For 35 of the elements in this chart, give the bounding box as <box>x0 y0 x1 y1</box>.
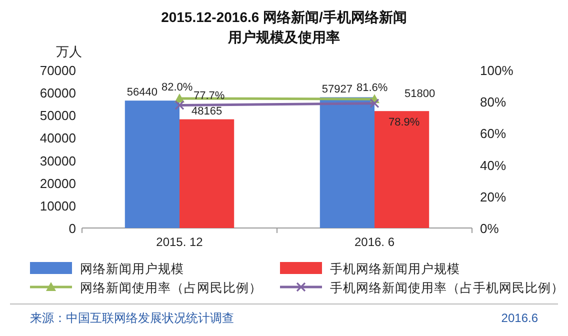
y2-tick-label: 80% <box>480 94 506 110</box>
y2-tick-label: 20% <box>480 189 506 204</box>
legend-label: 网络新闻用户规模 <box>80 262 184 276</box>
y-tick-label: 50000 <box>40 108 76 124</box>
data-label: 51800 <box>404 88 436 100</box>
source-note: 来源：中国互联网络发展状况统计调查 <box>30 311 234 325</box>
data-label: 56440 <box>126 86 158 99</box>
y2-tick-label: 60% <box>480 126 506 142</box>
data-label: 48165 <box>192 105 222 118</box>
y-tick-label: 30000 <box>40 153 76 168</box>
legend-label: 手机网络新闻使用率（占手机网民比例） <box>330 280 564 295</box>
bar <box>320 97 374 228</box>
x-tick-label: 2016. 6 <box>354 235 395 249</box>
text: 2016.6 <box>501 311 538 325</box>
data-label: 78.9% <box>388 116 420 128</box>
y-tick-label: 60000 <box>40 86 76 101</box>
bar <box>180 119 234 228</box>
bar <box>374 111 430 228</box>
legend-label: 手机网络新闻用户规模 <box>330 262 460 276</box>
y-tick-label: 40000 <box>40 130 76 146</box>
y-tick-label: 70000 <box>40 63 76 78</box>
data-label: 82.0% <box>162 81 193 94</box>
y-tick-label: 20000 <box>40 176 76 191</box>
y2-tick-label: 40% <box>480 158 506 173</box>
legend-label: 网络新闻使用率（占网民比例） <box>80 280 262 295</box>
y-tick-label: 0 <box>68 221 76 236</box>
y-tick-label: 10000 <box>40 198 76 214</box>
x-tick-label: 2015. 12 <box>156 235 204 249</box>
y2-tick-label: 0% <box>480 221 500 236</box>
bar <box>124 100 180 228</box>
title: 2015.12-2016.6 网络新闻/手机网络新闻用户规模及使用率 <box>161 9 407 45</box>
data-label: 57927 <box>322 83 352 96</box>
y-axis-title: 万人 <box>56 44 82 59</box>
y2-tick-label: 100% <box>480 63 514 78</box>
data-label: 81.6% <box>356 82 388 94</box>
